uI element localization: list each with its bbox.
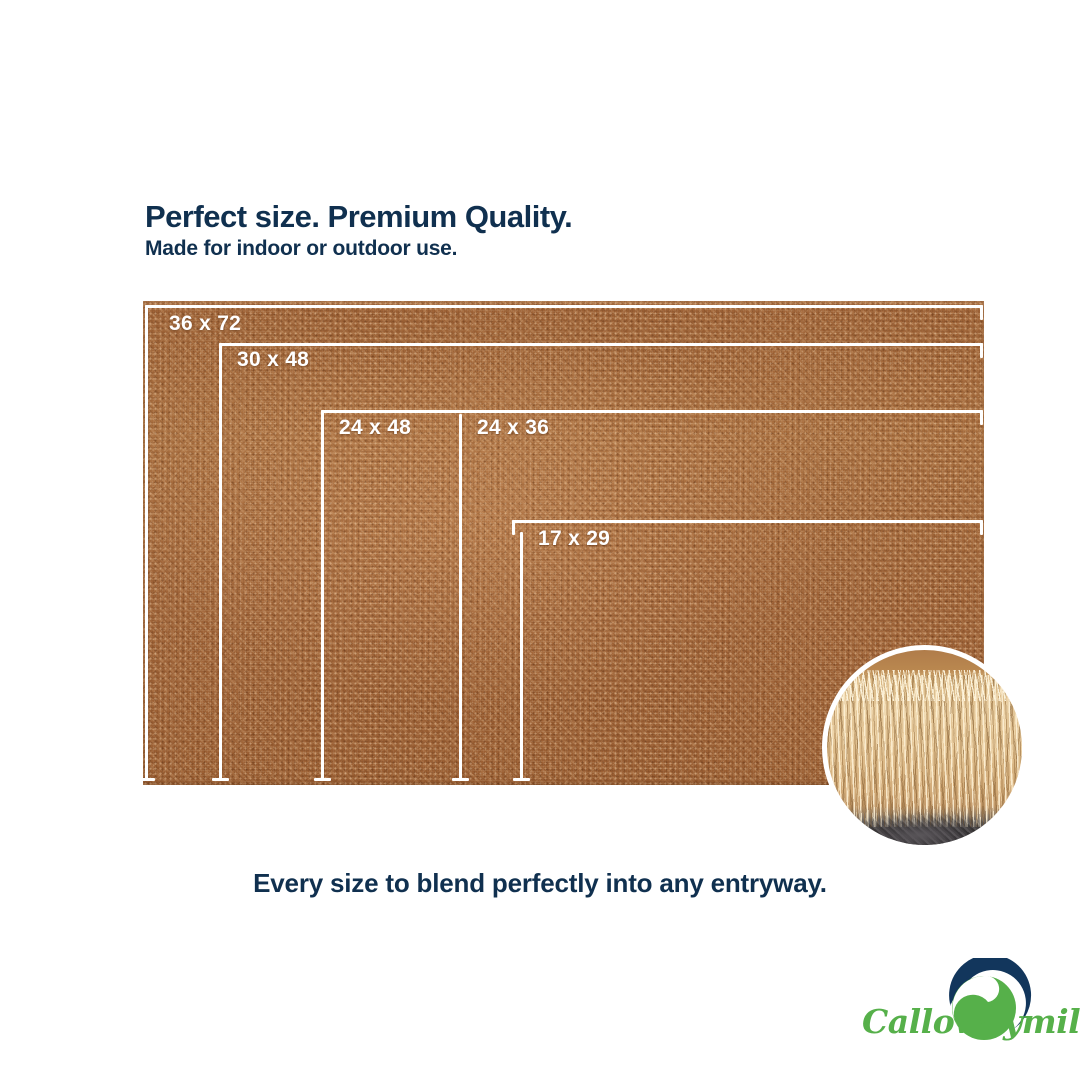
doormat-image — [143, 301, 984, 785]
headline-title: Perfect size. Premium Quality. — [145, 199, 573, 234]
coir-fiber-closeup-image — [822, 645, 1027, 850]
headline-block: Perfect size. Premium Quality. Made for … — [145, 199, 573, 262]
fiber-strands — [827, 675, 1022, 828]
rubber-backing — [827, 811, 1022, 845]
fiber-tips — [827, 669, 1022, 701]
brand-wordmark: Callowaymills — [862, 1002, 1080, 1041]
tagline-text: Every size to blend perfectly into any e… — [253, 868, 827, 898]
brand-logo: Callowaymills — [862, 958, 1080, 1058]
headline-subtitle: Made for indoor or outdoor use. — [145, 237, 458, 260]
swirl-circle-icon — [949, 958, 1032, 1040]
